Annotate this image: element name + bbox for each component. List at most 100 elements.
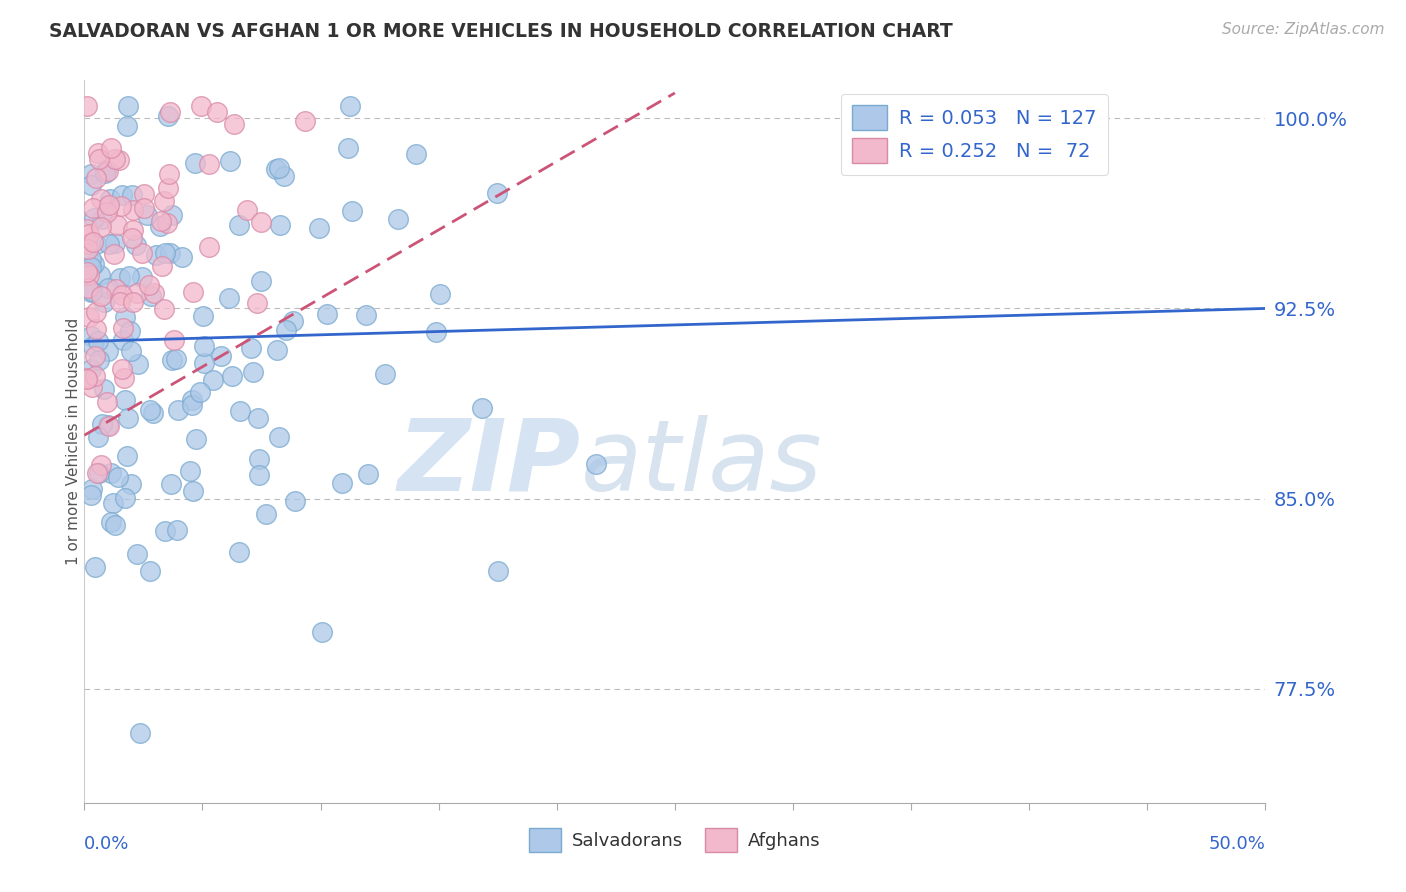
Point bbox=[82, 285, 104, 299]
Point bbox=[89, 353, 111, 368]
Point bbox=[93, 382, 115, 396]
Point bbox=[120, 477, 142, 491]
Point bbox=[98, 418, 121, 433]
Point bbox=[80, 285, 103, 299]
Point bbox=[315, 307, 337, 321]
Point bbox=[80, 488, 103, 502]
Point bbox=[139, 564, 162, 578]
Point bbox=[125, 238, 148, 252]
Point bbox=[96, 205, 118, 219]
Point bbox=[340, 203, 363, 218]
Point bbox=[76, 222, 98, 236]
Point bbox=[236, 203, 259, 218]
Point bbox=[149, 214, 172, 228]
Point bbox=[87, 467, 110, 481]
Point bbox=[89, 268, 111, 283]
Point bbox=[267, 161, 290, 175]
Point bbox=[108, 153, 131, 167]
Point bbox=[111, 187, 134, 202]
Point bbox=[131, 246, 153, 260]
Point bbox=[100, 516, 122, 530]
Point bbox=[387, 211, 409, 226]
Point bbox=[118, 324, 141, 338]
Point bbox=[247, 410, 270, 425]
Point bbox=[97, 236, 120, 251]
Point bbox=[91, 212, 114, 227]
Point bbox=[201, 373, 224, 387]
Point bbox=[121, 231, 143, 245]
Point bbox=[84, 369, 107, 384]
Point bbox=[153, 194, 176, 209]
Point bbox=[77, 268, 100, 282]
Point bbox=[86, 467, 108, 481]
Point bbox=[80, 260, 103, 275]
Point bbox=[184, 432, 207, 446]
Text: Source: ZipAtlas.com: Source: ZipAtlas.com bbox=[1222, 22, 1385, 37]
Point bbox=[228, 218, 250, 232]
Point bbox=[87, 334, 110, 349]
Point bbox=[160, 353, 183, 368]
Point bbox=[193, 338, 215, 352]
Text: atlas: atlas bbox=[581, 415, 823, 512]
Point bbox=[87, 152, 110, 166]
Point bbox=[121, 188, 143, 202]
Point bbox=[141, 288, 163, 302]
Point bbox=[142, 286, 165, 301]
Point bbox=[96, 395, 118, 409]
Point bbox=[108, 295, 131, 310]
Point bbox=[152, 301, 174, 316]
Point bbox=[247, 452, 270, 467]
Point bbox=[121, 223, 143, 237]
Point bbox=[228, 545, 250, 559]
Point bbox=[82, 235, 104, 249]
Point bbox=[111, 288, 134, 302]
Point bbox=[83, 257, 105, 271]
Point bbox=[166, 523, 188, 537]
Point bbox=[115, 449, 138, 463]
Point bbox=[135, 208, 157, 222]
Point bbox=[122, 202, 145, 217]
Point bbox=[76, 371, 98, 385]
Point bbox=[308, 221, 330, 235]
Point bbox=[96, 164, 118, 178]
Point bbox=[198, 240, 221, 254]
Point bbox=[76, 98, 98, 112]
Point bbox=[80, 380, 103, 394]
Point bbox=[145, 248, 167, 262]
Point bbox=[354, 308, 377, 322]
Point bbox=[330, 475, 353, 490]
Point bbox=[121, 294, 143, 309]
Point bbox=[91, 417, 114, 432]
Point bbox=[90, 220, 112, 235]
Point bbox=[311, 624, 333, 639]
Point bbox=[111, 362, 134, 376]
Point bbox=[266, 343, 288, 357]
Point bbox=[250, 214, 273, 228]
Point bbox=[84, 322, 107, 336]
Point bbox=[80, 167, 103, 181]
Point bbox=[190, 98, 212, 112]
Point bbox=[157, 109, 180, 123]
Text: ZIP: ZIP bbox=[398, 415, 581, 512]
Point bbox=[76, 236, 98, 251]
Point bbox=[114, 393, 136, 408]
Point bbox=[84, 559, 107, 574]
Point bbox=[218, 154, 240, 169]
Point bbox=[83, 211, 105, 225]
Point bbox=[165, 352, 187, 367]
Point bbox=[107, 470, 129, 484]
Point bbox=[104, 152, 127, 166]
Text: SALVADORAN VS AFGHAN 1 OR MORE VEHICLES IN HOUSEHOLD CORRELATION CHART: SALVADORAN VS AFGHAN 1 OR MORE VEHICLES … bbox=[49, 22, 953, 41]
Point bbox=[269, 218, 291, 232]
Point bbox=[90, 192, 112, 206]
Point bbox=[585, 457, 607, 471]
Point bbox=[110, 199, 132, 213]
Point bbox=[149, 219, 172, 233]
Point bbox=[170, 250, 193, 264]
Point bbox=[131, 269, 153, 284]
Point bbox=[111, 320, 134, 334]
Point bbox=[188, 385, 211, 400]
Point bbox=[108, 271, 131, 285]
Point bbox=[218, 291, 240, 305]
Point bbox=[104, 518, 127, 533]
